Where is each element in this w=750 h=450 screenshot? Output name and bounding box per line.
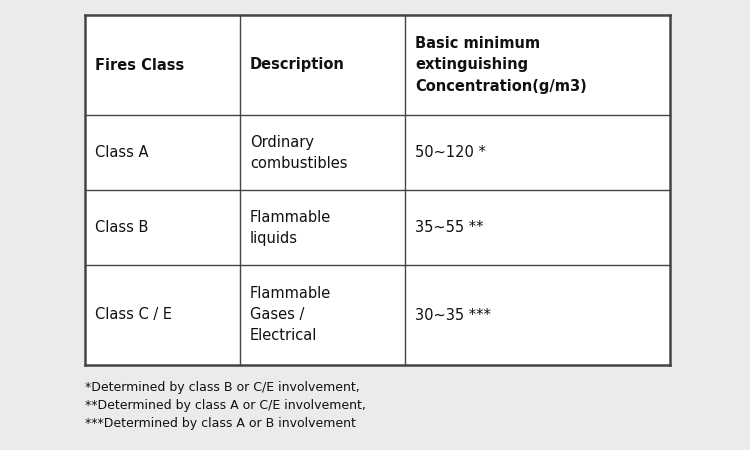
Text: ***Determined by class A or B involvement: ***Determined by class A or B involvemen… (85, 417, 356, 430)
Text: Class B: Class B (95, 220, 148, 235)
Text: Flammable
liquids: Flammable liquids (250, 210, 332, 246)
Text: Basic minimum
extinguishing
Concentration(g/m3): Basic minimum extinguishing Concentratio… (415, 36, 586, 94)
Text: 50~120 *: 50~120 * (415, 145, 486, 160)
Text: **Determined by class A or C/E involvement,: **Determined by class A or C/E involveme… (85, 399, 366, 412)
Text: Fires Class: Fires Class (95, 58, 184, 72)
Text: Flammable
Gases /
Electrical: Flammable Gases / Electrical (250, 287, 332, 343)
Text: 35~55 **: 35~55 ** (415, 220, 484, 235)
Text: 30~35 ***: 30~35 *** (415, 307, 491, 323)
Text: Ordinary
combustibles: Ordinary combustibles (250, 135, 347, 171)
Text: Class C / E: Class C / E (95, 307, 172, 323)
Text: Class A: Class A (95, 145, 148, 160)
Text: *Determined by class B or C/E involvement,: *Determined by class B or C/E involvemen… (85, 381, 360, 394)
Text: Description: Description (250, 58, 345, 72)
Bar (85, 15, 670, 365)
